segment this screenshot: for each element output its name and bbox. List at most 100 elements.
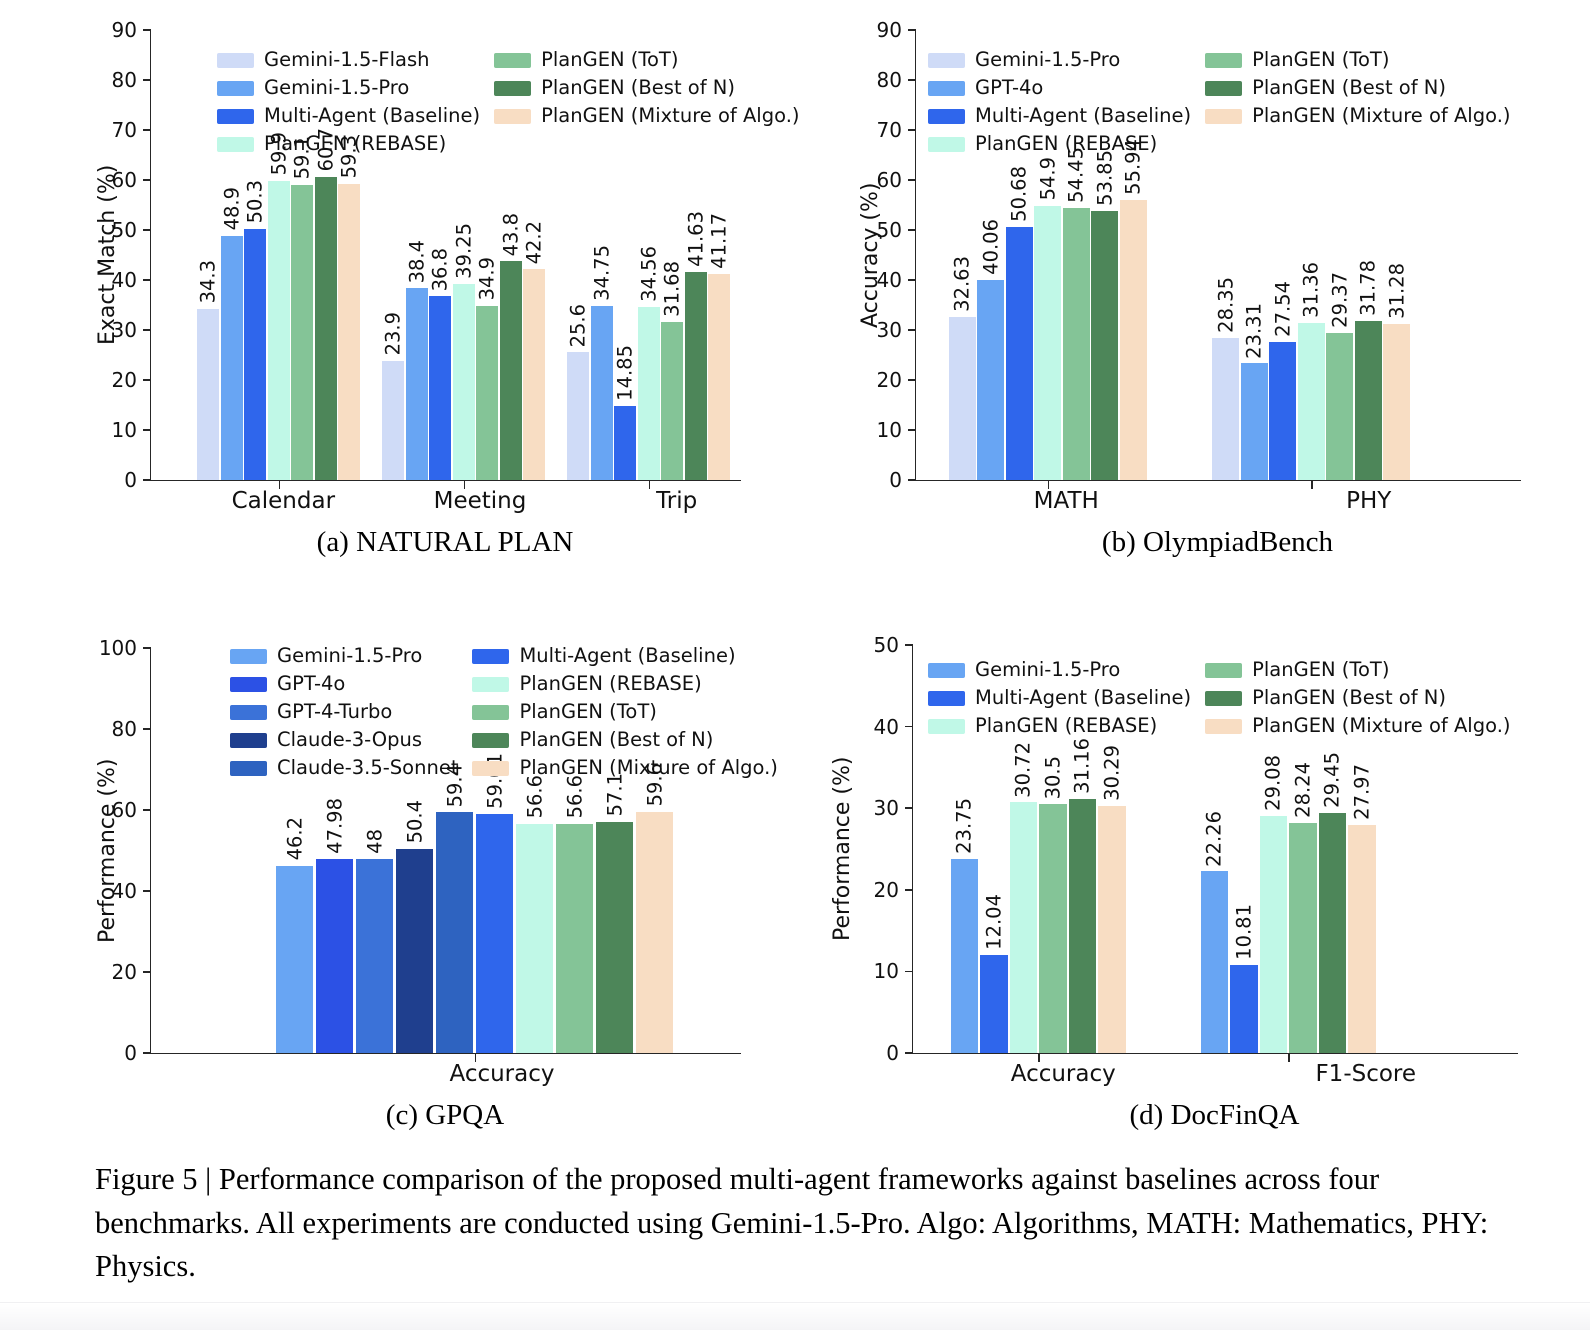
legend-item: Multi-Agent (Baseline) — [217, 102, 480, 130]
category-label: MATH — [1033, 488, 1099, 514]
bar — [429, 296, 451, 480]
category-label: F1-Score — [1315, 1061, 1417, 1087]
bar-slot: 34.56 — [637, 30, 660, 480]
legend-item: Gemini-1.5-Pro — [928, 46, 1191, 74]
bar-slot: 57.1 — [596, 648, 633, 1053]
bar — [1354, 321, 1382, 480]
bar — [637, 307, 660, 480]
legend-label: PlanGEN (ToT) — [1252, 48, 1390, 72]
bar-slot: 59.4 — [436, 648, 473, 1053]
bar-slot: 53.85 — [1091, 30, 1119, 480]
plot-area: 0 10 20 30 40 50 23.75 12.04 30.72 30.5 31.16 30.29… — [874, 635, 1518, 1063]
bar-slot: 29.08 — [1259, 645, 1287, 1053]
bar — [1240, 363, 1268, 480]
category-label-row: Calendar Meeting Trip — [150, 488, 775, 514]
legend-item: PlanGEN (Mixture of Algo.) — [1205, 102, 1511, 130]
legend-label: PlanGEN (REBASE) — [975, 132, 1158, 156]
bar-value-label: 48.9 — [219, 187, 243, 231]
legend-item: Gemini-1.5-Flash — [217, 46, 480, 74]
bar-slot: 36.8 — [428, 30, 451, 480]
category-label: Meeting — [433, 488, 527, 514]
legend-swatch — [928, 662, 965, 678]
legend-item: Multi-Agent (Baseline) — [928, 684, 1191, 712]
legend-swatch — [217, 136, 254, 152]
legend-swatch — [217, 52, 254, 68]
plot-area: 0 10 20 30 40 50 60 70 80 90 34.3 48.9 50.3 59.9 59.1 6… — [112, 20, 741, 490]
y-tick-label: 30 — [876, 318, 902, 342]
bar-group: 34.3 48.9 50.3 59.9 59.1 60.7 59.3 — [196, 30, 361, 489]
bar-slot: 12.04 — [980, 645, 1008, 1053]
bar — [1230, 964, 1258, 1053]
bar-slot: 34.75 — [590, 30, 613, 480]
legend-item: Claude-3-Opus — [230, 726, 458, 754]
bar — [1297, 323, 1325, 480]
bar — [405, 288, 428, 480]
y-tick-label: 20 — [111, 368, 137, 392]
y-tick — [143, 129, 151, 131]
bar — [1009, 802, 1037, 1053]
bar-slot: 54.9 — [1034, 30, 1062, 480]
y-tick-label: 90 — [876, 18, 902, 42]
x-tick — [474, 1054, 477, 1062]
bar-slot: 23.31 — [1240, 30, 1268, 480]
legend-swatch — [472, 676, 510, 692]
bar — [1212, 338, 1240, 480]
legend-swatch — [1205, 52, 1243, 68]
legend-label: GPT-4-Turbo — [277, 700, 393, 724]
bar-slot: 50.68 — [1005, 30, 1033, 480]
category-label: PHY — [1346, 488, 1392, 514]
bar-slot: 54.45 — [1062, 30, 1090, 480]
y-tick-label: 50 — [876, 218, 902, 242]
bar-slot: 27.97 — [1348, 645, 1376, 1053]
chart-natural-plan: 0 10 20 30 40 50 60 70 80 90 34.3 48.9 50.3 59.9 59.1 6… — [85, 10, 800, 585]
bar — [708, 274, 730, 480]
bar — [452, 283, 475, 480]
bar-value-label: 29.08 — [1261, 754, 1285, 811]
bar-slot: 59.1 — [290, 30, 313, 480]
bar-slot: 23.9 — [381, 30, 404, 480]
legend-item: PlanGEN (Mixture of Algo.) — [494, 102, 800, 130]
bar-value-label: 32.63 — [950, 256, 974, 312]
legend-item: Gemini-1.5-Pro — [230, 642, 458, 670]
bar-group: 23.75 12.04 30.72 30.5 31.16 30.29 — [950, 645, 1127, 1062]
bar-value-label: 28.24 — [1291, 761, 1314, 818]
legend-item: Multi-Agent (Baseline) — [472, 642, 777, 670]
bar-value-label: 27.54 — [1271, 281, 1294, 338]
legend-item: PlanGEN (Best of N) — [494, 74, 799, 102]
y-tick — [143, 647, 151, 649]
y-axis-label: Exact Match (%) — [95, 164, 120, 346]
bar — [556, 823, 593, 1053]
legend-label: PlanGEN (Mixture of Algo.) — [519, 756, 778, 780]
y-tick — [908, 229, 916, 231]
legend-swatch — [472, 760, 510, 776]
bar-group: 23.9 38.4 36.8 39.25 34.9 43.8 42.2 — [381, 30, 546, 489]
legend-label: PlanGEN (REBASE) — [264, 132, 447, 156]
bar-slot: 28.35 — [1212, 30, 1240, 480]
y-tick-label: 10 — [111, 418, 137, 442]
bar — [476, 814, 513, 1053]
bar-slot: 42.2 — [522, 30, 545, 480]
category-label: Accuracy — [449, 1061, 555, 1087]
y-tick-label: 10 — [876, 418, 902, 442]
legend-item: GPT-4o — [230, 670, 458, 698]
bar-groups: 23.75 12.04 30.72 30.5 31.16 30.29 22.26 10.81 2… — [913, 645, 1518, 1062]
legend-swatch — [217, 108, 254, 124]
bar-value-label: 31.68 — [660, 260, 684, 317]
legend-label: Gemini-1.5-Pro — [975, 48, 1121, 72]
x-tick — [1038, 1054, 1040, 1062]
legend-item: PlanGEN (Mixture of Algo.) — [472, 754, 778, 782]
bar-value-label: 29.45 — [1320, 751, 1344, 808]
bar — [1269, 342, 1297, 480]
y-tick — [143, 1052, 151, 1054]
bar-slot: 40.06 — [977, 30, 1005, 480]
bar-slot: 56.6 — [556, 648, 593, 1053]
legend-label: PlanGEN (Best of N) — [541, 76, 735, 100]
bar-slot: 56.6 — [516, 648, 553, 1053]
category-label-row: Accuracy F1-Score — [912, 1061, 1590, 1087]
bar-value-label: 41.63 — [683, 211, 707, 267]
bar — [523, 269, 545, 480]
bar-slot: 31.36 — [1297, 30, 1325, 480]
legend-label: PlanGEN (Best of N) — [1252, 686, 1446, 710]
bar-slot: 46.2 — [276, 648, 313, 1053]
